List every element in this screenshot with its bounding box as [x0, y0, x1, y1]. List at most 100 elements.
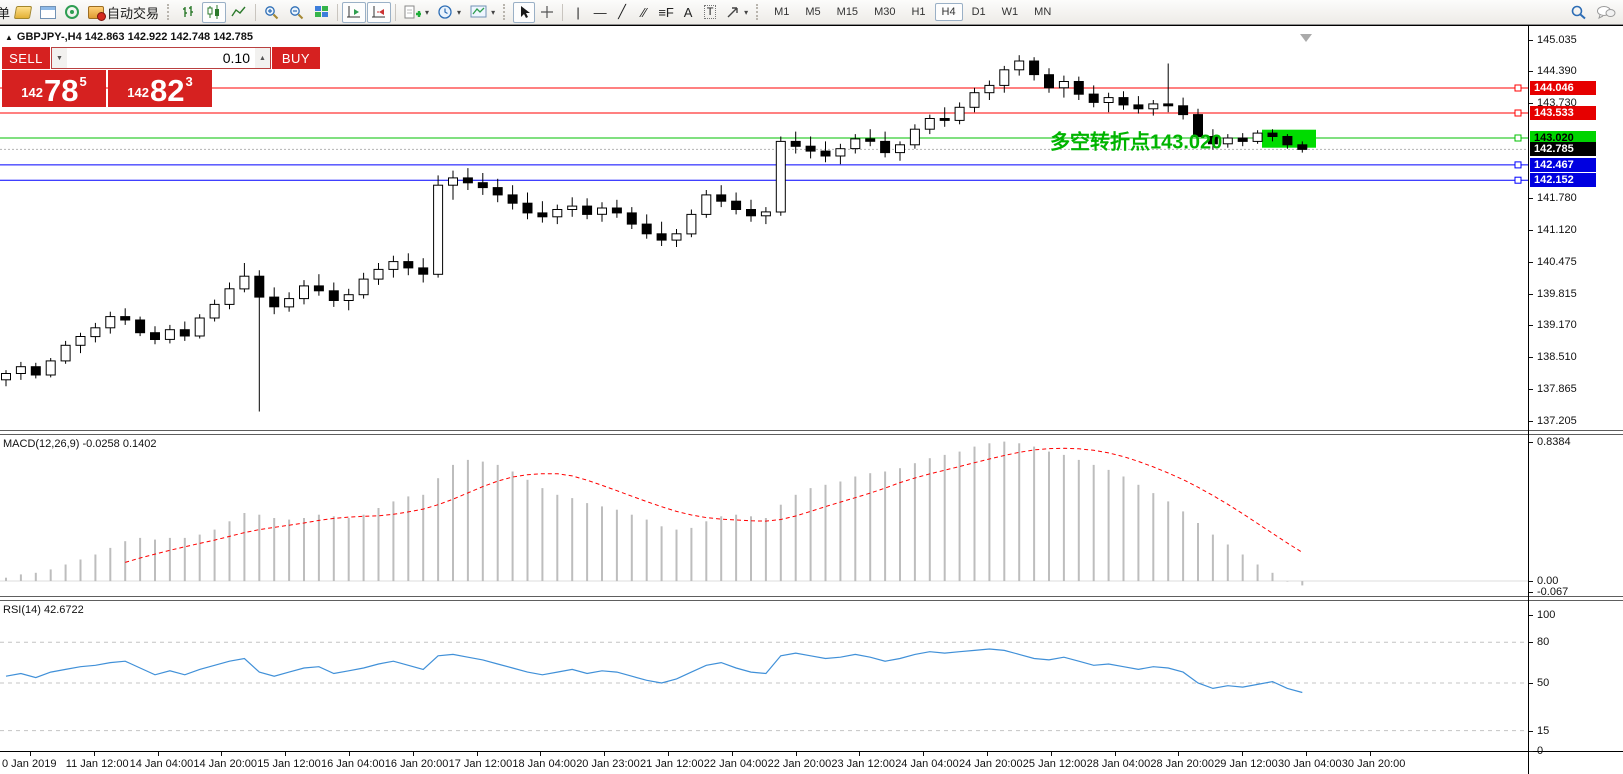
- trend-line-tool-button[interactable]: ╱: [611, 2, 633, 23]
- auto-scroll-button[interactable]: [342, 1, 367, 23]
- timeframe-button-m5[interactable]: M5: [805, 6, 821, 18]
- clock-icon: [438, 4, 452, 19]
- templates-button[interactable]: ▾: [466, 2, 499, 23]
- macd-chart-svg[interactable]: [0, 435, 1528, 596]
- auto-trading-button[interactable]: 自动交易: [84, 2, 163, 23]
- sell-price-box[interactable]: 142 78 5: [2, 70, 106, 107]
- timeframe-button-w1[interactable]: W1: [1001, 6, 1019, 18]
- level-handle[interactable]: [1514, 109, 1522, 117]
- time-axis-tick: [668, 752, 669, 756]
- timeframe-button-m30[interactable]: M30: [874, 6, 896, 18]
- time-axis-label: 17 Jan 12:00: [448, 758, 513, 770]
- candle-body: [284, 298, 295, 308]
- chart-shift-marker[interactable]: [1300, 34, 1312, 42]
- timeframe-button-m15[interactable]: M15: [836, 6, 859, 18]
- time-axis-label: 25 Jan 12:00: [1022, 758, 1087, 770]
- dropdown-caret-icon: ▾: [425, 7, 430, 17]
- macd-histogram-bar: [392, 501, 395, 582]
- zoom-out-button[interactable]: [285, 2, 309, 23]
- collapse-panel-icon[interactable]: ▲: [5, 32, 13, 42]
- tile-windows-button[interactable]: [310, 2, 333, 23]
- line-chart-mode-button[interactable]: [227, 2, 251, 23]
- candle-body: [939, 118, 950, 121]
- periods-button[interactable]: ▾: [434, 2, 465, 23]
- buy-price-box[interactable]: 142 82 3: [108, 70, 212, 107]
- volume-decrease-button[interactable]: ▼: [52, 48, 67, 68]
- new-order-label[interactable]: 单: [0, 5, 11, 21]
- text-tool-button[interactable]: A: [677, 2, 699, 23]
- macd-histogram-bar: [943, 454, 946, 581]
- candlestick-icon: [207, 5, 220, 19]
- macd-pane[interactable]: [0, 435, 1528, 596]
- timeframe-button-d1[interactable]: D1: [971, 6, 986, 18]
- volume-increase-button[interactable]: ▲: [255, 48, 270, 68]
- timeframe-button-mn[interactable]: MN: [1034, 6, 1052, 18]
- rsi-chart-svg[interactable]: [0, 601, 1528, 751]
- macd-histogram-bar: [94, 554, 97, 582]
- time-axis-tick: [1242, 752, 1244, 756]
- bar-chart-mode-button[interactable]: [177, 2, 201, 23]
- timeframe-button-h1[interactable]: H1: [911, 6, 926, 18]
- axis-tick: [1529, 730, 1533, 732]
- level-handle[interactable]: [1514, 161, 1522, 169]
- time-axis-label: 22 Jan 04:00: [703, 758, 768, 770]
- axis-tick: [1529, 71, 1533, 73]
- cursor-tool-button[interactable]: [513, 1, 536, 23]
- chat-button[interactable]: [1592, 2, 1620, 23]
- text-label-tool-button[interactable]: T: [699, 2, 721, 23]
- crosshair-tool-button[interactable]: [536, 2, 558, 23]
- charts-button[interactable]: [36, 2, 60, 23]
- symbol-info-bar[interactable]: ▲ GBPJPY-,H4 142.863 142.922 142.748 142…: [5, 31, 253, 43]
- pivot-annotation-text[interactable]: 多空转折点143.020: [1050, 130, 1222, 154]
- zoom-in-button[interactable]: [260, 2, 284, 23]
- level-handle[interactable]: [1514, 84, 1522, 92]
- candle-body: [1014, 60, 1025, 71]
- time-axis-tick: [157, 752, 159, 756]
- candle-body: [45, 360, 56, 376]
- time-axis-label: 29 Jan 12:00: [1214, 758, 1278, 770]
- price-axis-label: 139.170: [1537, 319, 1577, 332]
- macd-histogram-bar: [5, 577, 7, 581]
- rsi-pane[interactable]: [0, 601, 1528, 751]
- timeframe-button-h4[interactable]: H4: [934, 3, 963, 21]
- macd-histogram-bar: [1092, 464, 1095, 582]
- equidistant-channel-icon: ∕∕: [641, 4, 647, 20]
- price-scale[interactable]: 145.035 144.390 143.730 141.780 141.120 140.4…: [1528, 26, 1623, 774]
- candle-body: [760, 211, 771, 217]
- level-price-tag: 142.467: [1530, 158, 1596, 172]
- pane-separator[interactable]: [0, 596, 1623, 601]
- price-chart-svg[interactable]: 多空转折点143.020: [0, 26, 1528, 430]
- buy-button[interactable]: BUY: [272, 47, 320, 69]
- time-axis[interactable]: 0 Jan 2019 11 Jan 12:00 14 Jan 04:00 14 Jan…: [0, 751, 1623, 774]
- horizontal-line-tool-button[interactable]: —: [589, 2, 611, 23]
- sell-button[interactable]: SELL: [2, 47, 50, 69]
- candle-body: [656, 233, 667, 241]
- level-handle[interactable]: [1514, 176, 1522, 184]
- candle-body: [448, 177, 458, 186]
- fibonacci-tool-button[interactable]: ≡F: [655, 2, 677, 23]
- level-handle[interactable]: [1514, 134, 1522, 142]
- macd-histogram-bar: [511, 471, 514, 581]
- candlestick-mode-button[interactable]: [202, 1, 227, 23]
- candle-body: [716, 194, 727, 202]
- fibonacci-icon: ≡F: [658, 4, 674, 20]
- vertical-line-tool-button[interactable]: |: [567, 2, 589, 23]
- new-order-button[interactable]: [11, 2, 35, 23]
- macd-histogram-bar: [1241, 554, 1244, 582]
- arrows-tool-button[interactable]: ▾: [722, 2, 752, 23]
- timeframe-button-m1[interactable]: M1: [774, 6, 790, 18]
- search-button[interactable]: [1566, 2, 1591, 23]
- zoom-out-icon: [290, 5, 304, 19]
- time-axis-label: 28 Jan 20:00: [1150, 758, 1215, 770]
- indicators-button[interactable]: ▾: [400, 2, 433, 23]
- time-axis-tick: [731, 752, 733, 756]
- signals-button[interactable]: [61, 2, 83, 23]
- volume-input[interactable]: [67, 48, 255, 68]
- pane-separator[interactable]: [0, 430, 1623, 435]
- time-axis-label: 23 Jan 12:00: [831, 758, 896, 770]
- equidistant-channel-tool-button[interactable]: ∕∕: [633, 2, 655, 23]
- chart-shift-button[interactable]: [367, 1, 392, 23]
- price-pane[interactable]: 多空转折点143.020: [0, 26, 1528, 430]
- rsi-line: [5, 648, 1303, 694]
- macd-histogram-bar: [332, 516, 335, 581]
